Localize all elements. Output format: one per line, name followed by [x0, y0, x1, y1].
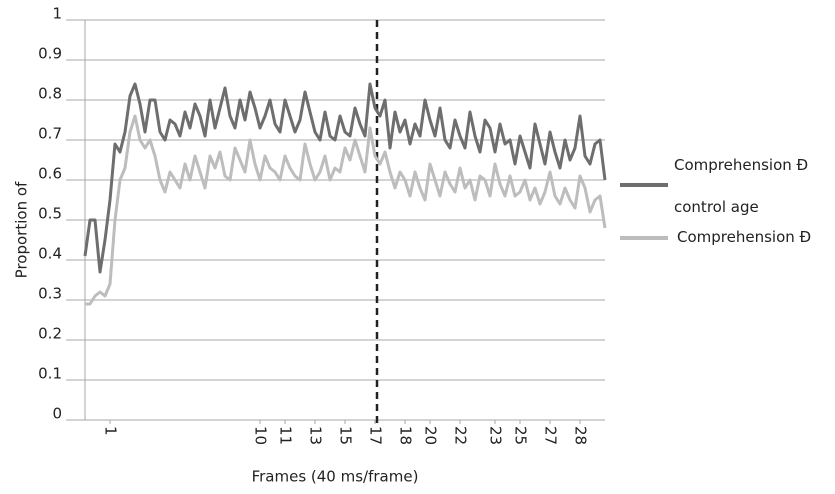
y-tick-label: 0.1: [38, 365, 62, 383]
y-tick-label: 0.4: [38, 245, 62, 263]
y-tick-label: 0.8: [38, 85, 62, 103]
y-tick-label: 0.5: [38, 205, 62, 223]
y-tick-label: 0.2: [38, 325, 62, 343]
data-line: [83, 82, 607, 274]
legend-label: Comprehension Ð: [677, 228, 812, 246]
x-tick-label: 13: [307, 426, 325, 445]
x-tick-label: 28: [572, 426, 590, 445]
y-tick-label: 0.7: [38, 125, 62, 143]
data-line: [85, 114, 607, 306]
y-axis-title: Proportion of: [13, 181, 31, 278]
legend-label: Comprehension Ð control age: [674, 156, 809, 216]
y-tick-label: 0.3: [38, 285, 62, 303]
x-axis-title: Frames (40 ms/frame): [252, 468, 419, 486]
x-tick-label: 18: [397, 426, 415, 445]
x-tick-label: 25: [512, 426, 530, 445]
x-tick-label: 15: [337, 426, 355, 445]
y-tick-label: 0.9: [38, 45, 62, 63]
x-tick-label: 1: [102, 426, 120, 436]
y-tick-label: 1: [52, 5, 62, 23]
x-tick-label: 11: [277, 426, 295, 445]
x-tick-label: 22: [452, 426, 470, 445]
y-tick-label: 0.6: [38, 165, 62, 183]
x-tick-label: 23: [487, 426, 505, 445]
x-tick-label: 17: [367, 426, 385, 445]
x-tick-label: 20: [422, 426, 440, 445]
y-tick-label: 0: [52, 405, 62, 423]
x-tick-label: 10: [252, 426, 270, 445]
x-tick-label: 27: [542, 426, 560, 445]
